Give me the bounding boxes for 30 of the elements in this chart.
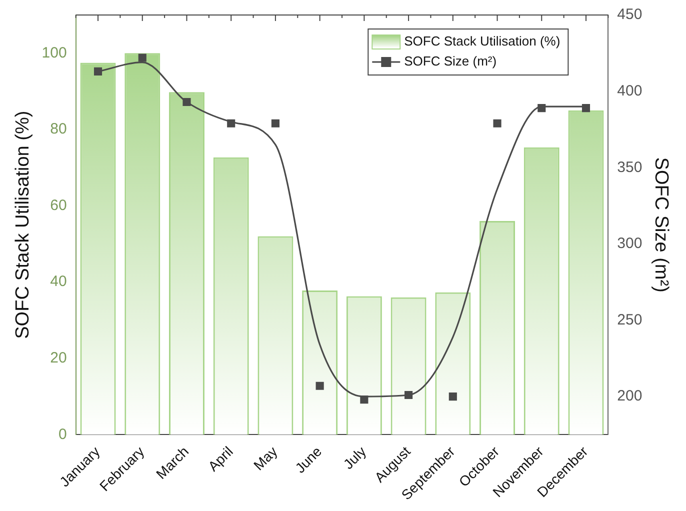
x-tick-label: July [340, 443, 370, 472]
point [360, 396, 368, 404]
y2-tick-label: 250 [617, 311, 642, 328]
y-tick-label: 40 [50, 273, 67, 290]
x-tick-label: May [250, 443, 280, 474]
point [271, 119, 280, 128]
y-tick-label: 60 [50, 196, 67, 214]
y2-tick-label: 350 [617, 158, 642, 176]
y-axis-title: SOFC Stack Utilisation (%) [12, 110, 34, 339]
legend-label: SOFC Size (m²) [404, 54, 497, 69]
point [582, 104, 590, 112]
y-tick-label: 80 [50, 120, 67, 138]
y2-tick-label: 450 [617, 6, 642, 24]
y2-tick-label: 300 [617, 235, 642, 252]
point [538, 104, 546, 112]
legend-label: SOFC Stack Utilisation (%) [404, 34, 560, 49]
point [138, 54, 146, 62]
point [316, 382, 324, 390]
y2-tick-label: 200 [617, 388, 642, 405]
point [182, 98, 191, 106]
y-tick-label: 20 [50, 350, 67, 367]
point [227, 119, 236, 128]
y2-tick-label: 400 [617, 82, 642, 100]
y-tick-label: 0 [58, 426, 67, 443]
point [404, 390, 413, 400]
y2-axis-title: SOFC Size (m²) [650, 157, 672, 292]
y-tick-label: 100 [42, 44, 67, 62]
point [94, 67, 102, 76]
point [493, 119, 502, 128]
point [448, 392, 457, 401]
